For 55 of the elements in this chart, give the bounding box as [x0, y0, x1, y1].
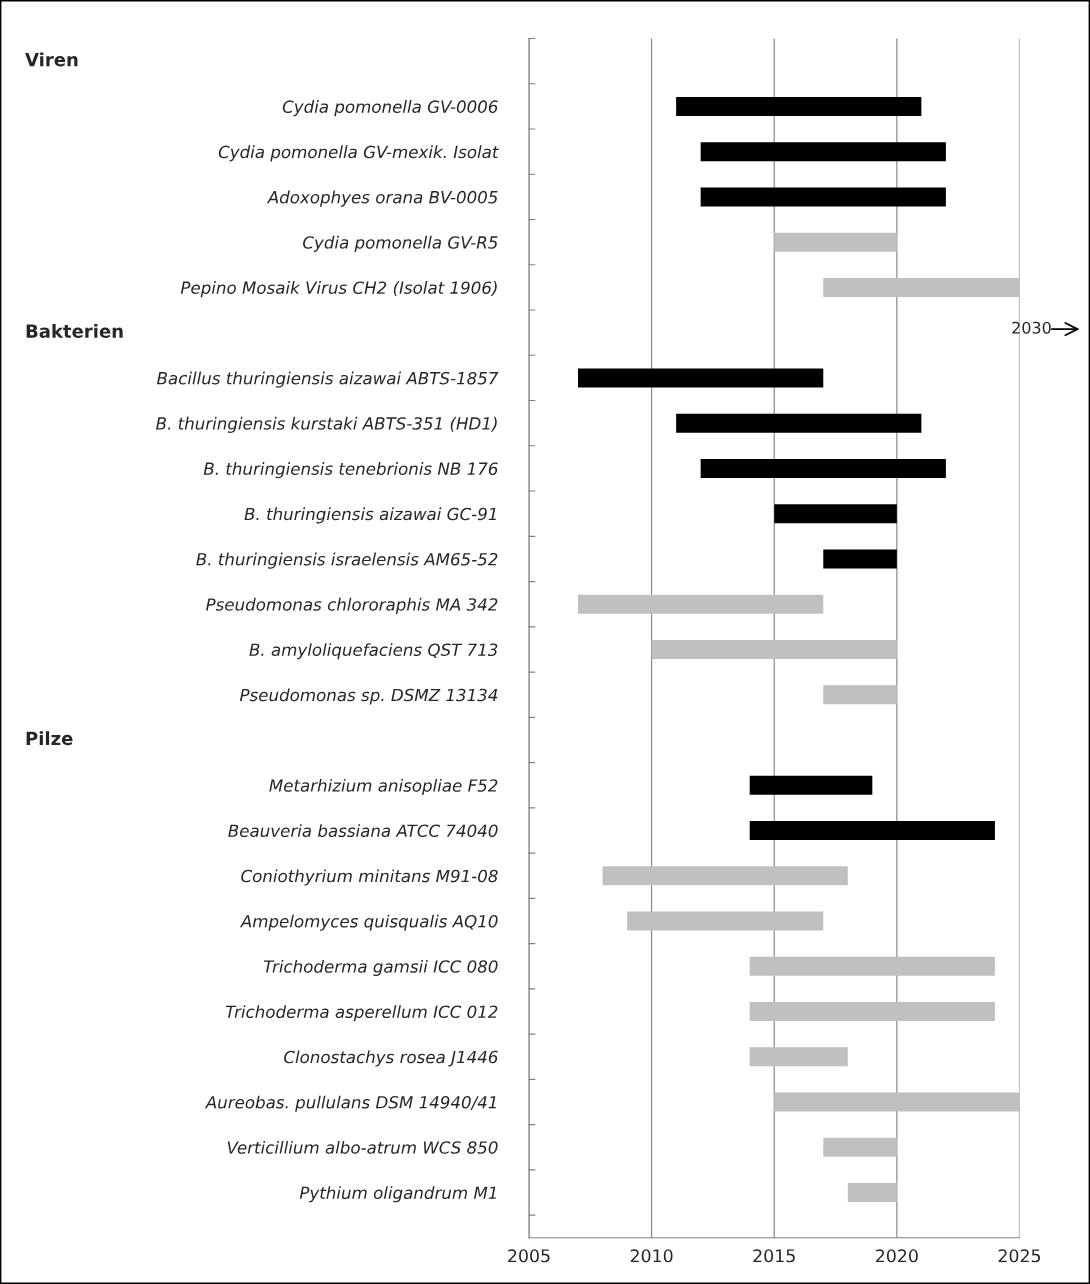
x-tick-label: 2010 — [630, 1249, 673, 1263]
y-tick-label: B. thuringiensis kurstaki ABTS-351 (HD1) — [156, 416, 497, 433]
bar — [749, 1047, 848, 1067]
y-tick-label: Cydia pomonella GV-mexik. Isolat — [218, 145, 499, 162]
y-tick-label: Pseudomonas sp. DSMZ 13134 — [239, 688, 498, 705]
y-tick-label: B. thuringiensis tenebrionis NB 176 — [203, 462, 498, 479]
y-tick-label: Verticillium albo-atrum WCS 850 — [227, 1140, 498, 1154]
y-tick-label: Trichoderma gamsii ICC 080 — [263, 959, 498, 977]
bar — [578, 368, 824, 388]
x-tick-label: 2005 — [508, 1249, 550, 1263]
y-tick-label: Pythium oligandrum M1 — [299, 1186, 496, 1203]
bar — [823, 685, 897, 705]
y-tick-label: Coniothyrium minitans M91-08 — [241, 869, 498, 886]
bar — [749, 820, 995, 840]
y-tick-label: B. thuringiensis aizawai GC-91 — [244, 507, 496, 524]
y-tick-label: Bacillus thuringiensis aizawai ABTS-1857 — [157, 371, 499, 388]
bar — [774, 232, 897, 252]
bar — [602, 866, 848, 886]
y-tick-label: Adoxophyes orana BV-0005 — [266, 190, 498, 207]
bar — [627, 911, 824, 931]
annotation: 2030 — [1012, 321, 1051, 334]
bar — [749, 775, 873, 795]
y-tick-label: Cydia pomonella GV-R5 — [303, 235, 498, 252]
bar — [749, 956, 995, 976]
bar — [700, 142, 946, 162]
y-tick-label: B. thuringiensis israelensis AM65-52 — [196, 552, 498, 569]
bar — [700, 187, 946, 207]
y-tick-label: B. amyloliquefaciens QST 713 — [249, 643, 498, 660]
y-tick-label: Pseudomonas chlororaphis MA 342 — [206, 597, 498, 615]
y-tick-label: Trichoderma asperellum ICC 012 — [225, 1005, 498, 1022]
bar — [774, 1092, 1020, 1112]
y-tick-label: Ampelomyces quisqualis AQ10 — [239, 914, 498, 931]
text: Bakterien — [26, 323, 123, 338]
bar — [676, 96, 922, 116]
bar — [651, 639, 897, 659]
bar — [823, 277, 1020, 297]
bar — [823, 549, 897, 569]
bar — [700, 458, 946, 478]
bar — [676, 413, 922, 433]
x-tick-label: 2020 — [876, 1249, 918, 1263]
y-tick-label: Clonostachys rosea J1446 — [284, 1050, 498, 1067]
bar — [749, 1002, 995, 1021]
x-tick-label: 2025 — [998, 1249, 1041, 1263]
x-tick-label: 2015 — [753, 1249, 795, 1263]
y-tick-label: Pepino Mosaik Virus CH2 (Isolat 1906) — [180, 281, 497, 298]
y-tick-label: Cydia pomonella GV-0006 — [282, 100, 498, 117]
text: Pilze — [26, 731, 73, 746]
y-tick-label: Aureobas. pullulans DSM 14940/41 — [204, 1095, 496, 1112]
bar — [774, 504, 897, 524]
y-tick-label: Metarhizium anisopliae F52 — [269, 778, 498, 796]
bar — [847, 1183, 897, 1203]
bar — [823, 1137, 897, 1157]
y-tick-label: Beauveria bassiana ATCC 74040 — [228, 824, 498, 838]
text: Viren — [25, 52, 78, 67]
bar — [578, 594, 824, 614]
